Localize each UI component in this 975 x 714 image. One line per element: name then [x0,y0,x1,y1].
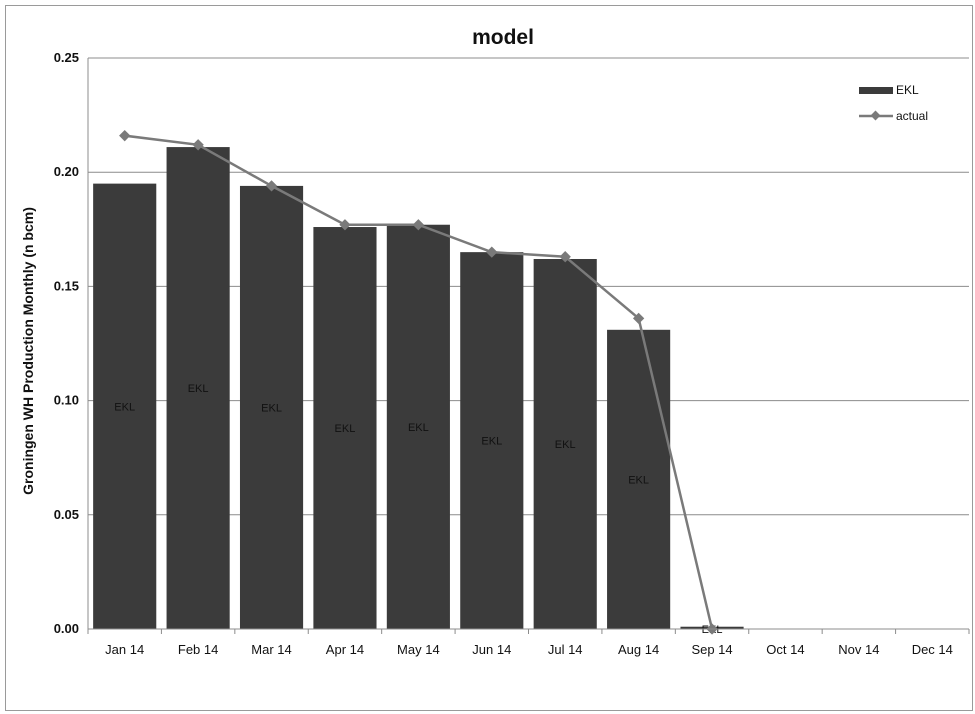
y-tick-label: 0.15 [54,278,79,293]
grid-lines [88,57,969,516]
x-tick-label: Mar 14 [251,642,291,657]
chart-svg: model EKLEKLEKLEKLEKLEKLEKLEKLEKL 0.000.… [20,26,970,657]
bars [93,147,744,630]
bar [607,329,671,629]
x-tick-label: Apr 14 [326,642,364,657]
legend-label-ekl: EKL [896,83,919,97]
bar-data-label: EKL [261,402,282,414]
x-tick-label: Nov 14 [838,642,879,657]
legend-label-actual: actual [896,109,928,123]
bar-data-label: EKL [555,439,576,451]
bar-data-label: EKL [335,423,356,435]
y-tick-label: 0.10 [54,393,79,408]
legend: EKL actual [859,83,928,123]
bar-data-label: EKL [481,436,502,448]
bar [460,252,524,629]
bar-data-label: EKL [188,383,209,395]
actual-point [559,251,571,263]
y-tick-label: 0.25 [54,50,79,65]
y-tick-label: 0.20 [54,164,79,179]
x-tick-labels: Jan 14 Feb 14 Mar 14 Apr 14 May 14 Jun 14 Jul … [105,642,953,657]
bar [313,227,377,630]
x-tick-label: May 14 [397,642,440,657]
actual-point [339,219,351,231]
actual-line [119,129,718,635]
x-tick-label: Oct 14 [766,642,804,657]
chart-frame: model EKLEKLEKLEKLEKLEKLEKLEKLEKL 0.000.… [5,5,973,711]
x-tick-label: Aug 14 [618,642,659,657]
x-tick-label: Jan 14 [105,642,144,657]
y-axis-label: Groningen WH Production Monthly (n bcm) [20,207,36,495]
bar-data-label: EKL [408,422,429,434]
actual-point [192,139,204,151]
x-tick-label: Jun 14 [472,642,511,657]
x-tick-label: Sep 14 [691,642,732,657]
x-tick-label: Jul 14 [548,642,583,657]
bar [533,258,597,629]
bar-data-label: EKL [628,474,649,486]
bar [386,224,450,629]
axes [87,58,970,634]
actual-point [119,129,131,142]
y-tick-label: 0.05 [54,507,79,522]
x-tick-label: Dec 14 [912,642,953,657]
legend-swatch-ekl [859,87,893,94]
y-tick-labels: 0.00 0.05 0.10 0.15 0.20 0.25 [54,50,79,636]
bar-data-label: EKL [114,401,135,413]
bar [166,147,230,630]
actual-point [632,312,645,325]
y-tick-label: 0.00 [54,621,79,636]
x-tick-label: Feb 14 [178,642,218,657]
bar [239,185,304,630]
actual-point [265,180,278,192]
bar [93,183,157,629]
chart-title: model [472,26,534,49]
actual-point [412,219,425,231]
legend-marker-actual [870,110,881,121]
bar-labels: EKLEKLEKLEKLEKLEKLEKLEKLEKL [114,383,722,636]
actual-point [486,246,498,258]
